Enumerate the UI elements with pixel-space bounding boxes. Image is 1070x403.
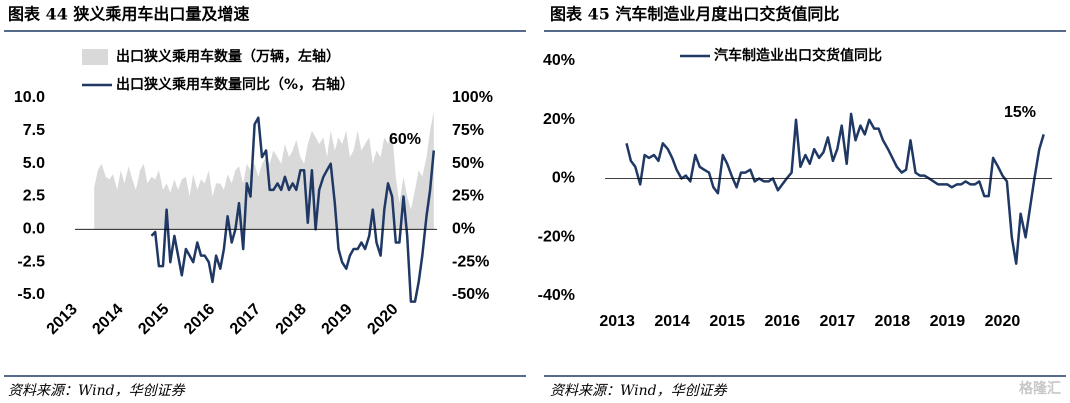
line [150,116,436,303]
y2-tick-label: 0% [452,221,475,238]
x-tick-label: 2017 [820,313,856,330]
y-tick-label: 7.5 [23,122,45,139]
x-tick-label: 2013 [599,313,635,330]
x-tick-label: 2018 [875,313,911,330]
y2-tick-label: -50% [452,286,489,303]
y-tick-label: -40% [538,287,575,304]
x-tick-label: 2020 [364,301,401,338]
x-tick-label: 2014 [654,313,690,330]
source-note: 资料来源：Wind，华创证券 [8,383,186,399]
x-tick-label: 2020 [985,313,1021,330]
chart-title: 图表 44 狭义乘用车出口量及增速 [8,5,249,24]
area [94,111,434,230]
y-tick-label: -5.0 [17,286,45,303]
legend-swatch [82,49,108,65]
x-tick-label: 2015 [135,301,172,338]
y-tick-label: 0.0 [23,221,45,238]
x-tick-label: 2013 [44,301,81,338]
y-tick-label: 0% [552,170,575,187]
y2-tick-label: 100% [452,89,493,106]
legend-label: 出口狭义乘用车数量同比（%，右轴） [116,76,354,93]
y2-tick-label: 25% [452,188,484,205]
x-tick-label: 2019 [930,313,966,330]
annotation: 60% [389,131,421,148]
y2-tick-label: 75% [452,122,484,139]
y-tick-label: 40% [543,52,575,69]
y-tick-label: 5.0 [23,155,45,172]
legend-label: 出口狭义乘用车数量（万辆，左轴） [116,48,340,65]
legend-label: 汽车制造业出口交货值同比 [714,47,882,64]
y-tick-label: 10.0 [14,89,45,106]
line [625,112,1045,265]
y2-tick-label: -25% [452,253,489,270]
x-tick-label: 2015 [709,313,745,330]
x-tick-label: 2017 [227,301,264,338]
y-tick-label: -20% [538,228,575,245]
x-tick-label: 2016 [181,301,218,338]
y-tick-label: 2.5 [23,188,45,205]
y2-tick-label: 50% [452,155,484,172]
chart-title: 图表 45 汽车制造业月度出口交货值同比 [550,5,839,24]
x-tick-label: 2019 [319,301,356,338]
x-tick-label: 2018 [273,301,310,338]
x-tick-label: 2014 [89,301,126,338]
y-tick-label: 20% [543,111,575,128]
watermark: 格隆汇 [1019,380,1061,397]
annotation: 15% [1004,104,1036,121]
x-tick-label: 2016 [764,313,800,330]
source-note: 资料来源：Wind，华创证券 [550,383,728,399]
y-tick-label: -2.5 [17,253,45,270]
